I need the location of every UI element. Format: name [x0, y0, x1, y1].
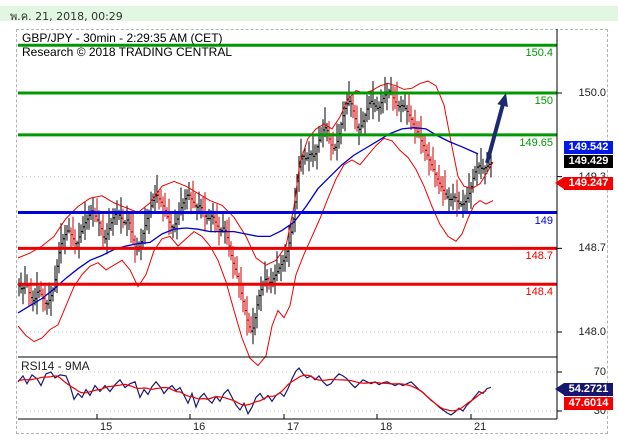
- rsi-badge-47.6014: 47.6014: [564, 396, 613, 410]
- x-axis-label-16: 16: [193, 421, 206, 433]
- price-badge-149.247: 149.247: [555, 176, 613, 190]
- rsi-axis-label-70: 70: [593, 366, 606, 378]
- x-axis-label-17: 17: [287, 421, 300, 433]
- outer-dashed-border: [16, 29, 608, 434]
- rsi-badge-54.2721: 54.2721: [555, 382, 613, 396]
- rsi-line: [17, 367, 492, 416]
- chart-title-block: GBP/JPY - 30min - 2:29:35 AM (CET) Resea…: [22, 31, 232, 59]
- bollinger-lower-line: [17, 137, 494, 367]
- level-label-150.4: 150.4: [525, 47, 553, 60]
- price-badge-149.542: 149.542: [564, 140, 613, 154]
- forecast-arrow-head: [497, 93, 508, 107]
- moving-average-line: [17, 127, 479, 314]
- copyright-line: Research © 2018 TRADING CENTRAL: [22, 45, 233, 59]
- header-date: พ.ค. 21, 2018, 00:29: [10, 10, 123, 23]
- y-axis-label-150.0: 150.0: [578, 87, 606, 99]
- bollinger-upper-line: [17, 80, 494, 266]
- rsi-pane-label: RSI14 - 9MA: [21, 359, 90, 373]
- level-label-149: 149: [534, 214, 553, 227]
- price-badge-149.429: 149.429: [564, 154, 613, 168]
- x-axis-label-21: 21: [474, 421, 487, 433]
- y-axis-label-148.7: 148.7: [578, 242, 606, 255]
- rsi-badge-54.2721-arrow-icon: [555, 382, 564, 395]
- level-label-148.4: 148.4: [525, 286, 553, 299]
- y-axis-label-148.0: 148.0: [578, 326, 606, 338]
- header-bar: พ.ค. 21, 2018, 00:29: [0, 6, 618, 23]
- rsi-ma-line: [17, 374, 487, 412]
- forecast-arrow-shaft: [485, 102, 506, 164]
- x-axis-label-18: 18: [380, 421, 393, 433]
- price-badge-149.247-arrow-icon: [555, 176, 564, 189]
- level-label-149.65: 149.65: [519, 136, 553, 149]
- x-axis-label-15: 15: [100, 421, 113, 433]
- level-label-150: 150: [534, 95, 553, 107]
- instrument-title: GBP/JPY - 30min - 2:29:35 AM (CET): [22, 31, 223, 45]
- level-label-148.7: 148.7: [525, 250, 553, 263]
